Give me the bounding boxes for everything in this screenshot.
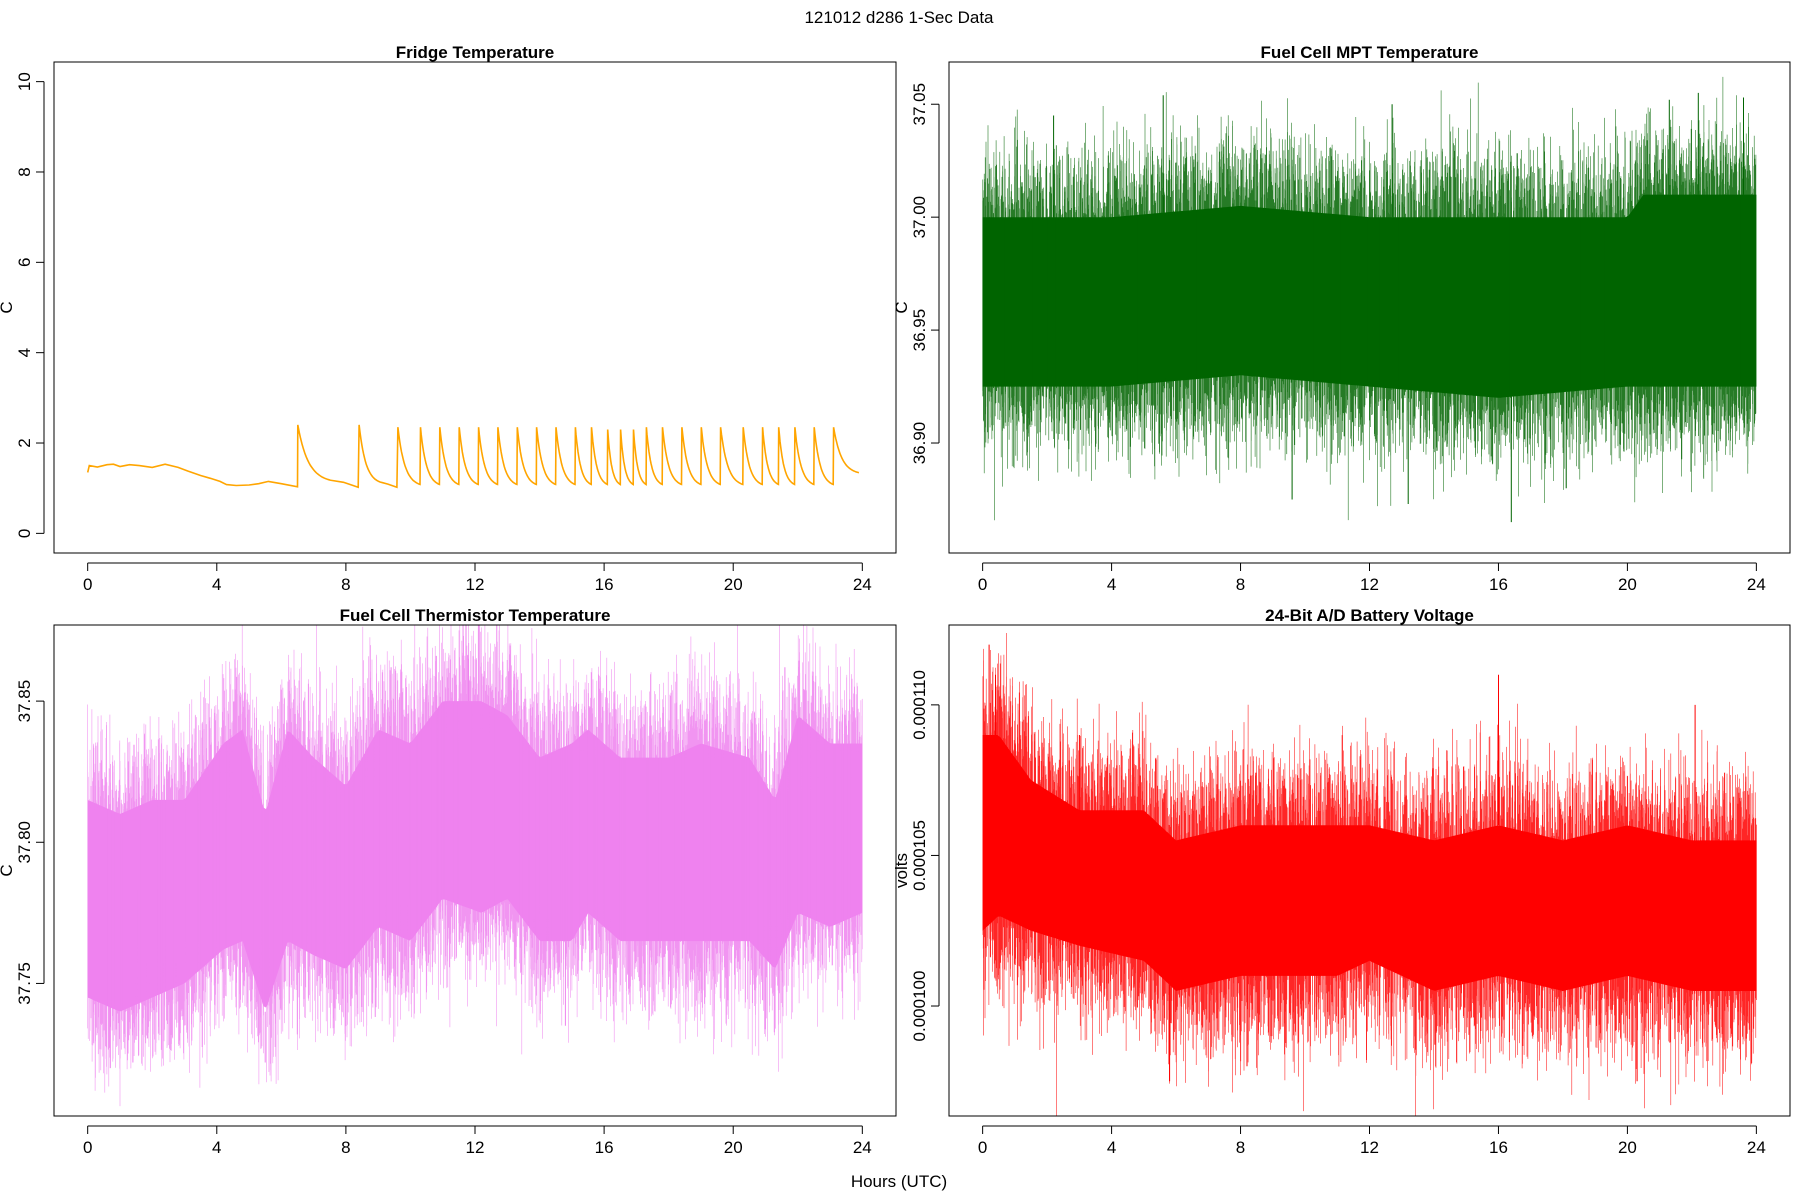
y-axis: 36.90 36.95 37.00 37.05 C [892, 83, 940, 465]
y-axis-label: C [0, 301, 16, 313]
plot-area [982, 76, 1757, 523]
y-axis-label: volts [892, 853, 911, 888]
x-tick-label: 16 [1489, 575, 1508, 594]
y-tick-label: 37.05 [910, 83, 929, 126]
x-tick-label: 12 [466, 1138, 485, 1157]
y-axis-label: C [0, 864, 16, 876]
x-tick-label: 8 [341, 1138, 350, 1157]
x-tick-label: 4 [212, 575, 221, 594]
plot-frame [948, 61, 1791, 554]
x-tick-label: 8 [1236, 1138, 1245, 1157]
plot-area [87, 625, 863, 1107]
x-tick-label: 16 [595, 1138, 614, 1157]
y-tick-label: 4 [15, 348, 34, 357]
x-tick-label: 24 [1747, 575, 1766, 594]
x-tick-label: 4 [212, 1138, 221, 1157]
x-tick-label: 16 [1489, 1138, 1508, 1157]
series-line [86, 424, 860, 489]
y-tick-label: 37.75 [15, 962, 34, 1005]
x-tick-label: 4 [1107, 1138, 1116, 1157]
y-tick-label: 0.000105 [910, 820, 929, 891]
chart-title: 24-Bit A/D Battery Voltage [1265, 606, 1474, 625]
panels: Fridge Temperature048121620240246810CFue… [0, 43, 1791, 1157]
figure-title: 121012 d286 1-Sec Data [804, 8, 994, 27]
y-axis-label: C [892, 301, 911, 313]
y-tick-label: 0.000100 [910, 971, 929, 1042]
plot-area [86, 424, 860, 489]
series-spikes [1053, 92, 1744, 523]
x-tick-label: 20 [724, 575, 743, 594]
chart-title: Fridge Temperature [396, 43, 554, 62]
chart-panel-2: Fuel Cell MPT Temperature 0 4 8 12 16 20 24 36.9… [892, 43, 1791, 594]
y-tick-label: 36.90 [910, 422, 929, 465]
x-axis: 0 4 8 12 16 20 24 [978, 562, 1766, 594]
series-noise [982, 633, 1757, 1116]
y-axis: 0 2 4 6 8 10 C [0, 72, 45, 538]
chart-title: Fuel Cell Thermistor Temperature [340, 606, 611, 625]
x-tick-label: 8 [1236, 575, 1245, 594]
y-tick-label: 37.00 [910, 196, 929, 239]
y-axis: 37.75 37.80 37.85 C [0, 680, 45, 1005]
y-tick-label: 0 [15, 529, 34, 538]
y-tick-label: 36.95 [910, 309, 929, 352]
x-tick-label: 20 [1618, 575, 1637, 594]
y-tick-label: 2 [15, 438, 34, 447]
chart-title: Fuel Cell MPT Temperature [1261, 43, 1479, 62]
plot-frame [53, 61, 897, 554]
series-noise [982, 76, 1757, 521]
y-tick-label: 37.80 [15, 821, 34, 864]
y-axis: 0.000100 0.000105 0.000110 volts [892, 670, 940, 1042]
x-tick-label: 16 [595, 575, 614, 594]
x-tick-label: 12 [1360, 1138, 1379, 1157]
y-tick-label: 10 [15, 72, 34, 91]
x-tick-label: 0 [83, 575, 92, 594]
x-tick-label: 20 [1618, 1138, 1637, 1157]
y-tick-label: 0.000110 [910, 670, 929, 740]
x-tick-label: 0 [978, 1138, 987, 1157]
chart-panel-3: Fuel Cell Thermistor Temperature 0 4 8 12 16 2… [0, 606, 897, 1157]
x-tick-label: 0 [978, 575, 987, 594]
x-tick-label: 12 [466, 575, 485, 594]
x-tick-label: 20 [724, 1138, 743, 1157]
x-tick-label: 8 [341, 575, 350, 594]
x-axis: 0 4 8 12 16 20 24 [978, 1125, 1766, 1157]
chart-panel-4: 24-Bit A/D Battery Voltage 0 4 8 12 16 20 24 0.0… [892, 606, 1791, 1157]
x-axis: 0 4 8 12 16 20 24 [83, 562, 872, 594]
x-tick-label: 4 [1107, 575, 1116, 594]
series-spikes [988, 644, 1696, 1082]
series-noise [87, 625, 863, 1107]
x-tick-label: 0 [83, 1138, 92, 1157]
y-tick-label: 6 [15, 258, 34, 267]
chart-panel-1: Fridge Temperature048121620240246810C [0, 43, 897, 594]
y-tick-label: 8 [15, 167, 34, 176]
x-tick-label: 24 [853, 1138, 872, 1157]
shared-x-axis-label: Hours (UTC) [851, 1172, 947, 1191]
x-tick-label: 12 [1360, 575, 1379, 594]
x-tick-label: 24 [853, 575, 872, 594]
x-axis: 0 4 8 12 16 20 24 [83, 1125, 872, 1157]
y-tick-label: 37.85 [15, 680, 34, 723]
plot-frame [948, 624, 1791, 1117]
x-tick-label: 24 [1747, 1138, 1766, 1157]
plot-area [982, 633, 1757, 1116]
plot-frame [53, 624, 897, 1117]
series-spikes [109, 655, 786, 1069]
